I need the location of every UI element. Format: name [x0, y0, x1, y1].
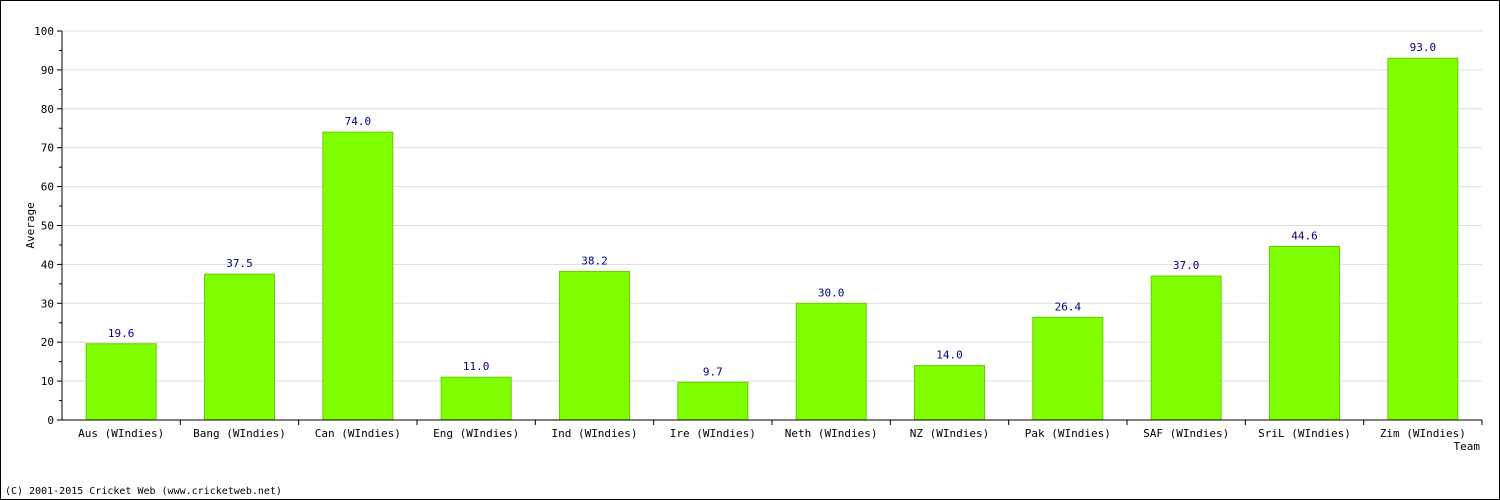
- value-label: 9.7: [703, 365, 723, 378]
- x-tick-label: Ire (WIndies): [670, 427, 756, 440]
- bars: [85, 57, 1459, 421]
- bar: [1387, 57, 1459, 421]
- y-tick-label: 20: [41, 336, 54, 349]
- bar: [795, 302, 867, 421]
- y-tick-label: 30: [41, 297, 54, 310]
- y-tick-label: 70: [41, 142, 54, 155]
- x-tick-label: SAF (WIndies): [1143, 427, 1229, 440]
- bar: [1032, 316, 1104, 421]
- x-tick-label: SriL (WIndies): [1258, 427, 1351, 440]
- value-labels: 19.6 37.5 74.0 11.0 38.2 9.7 30.0 14.0 26.4 37.0 4…: [108, 41, 1436, 378]
- bar: [322, 131, 394, 421]
- y-tick-label: 60: [41, 181, 54, 194]
- value-label: 26.4: [1055, 300, 1082, 313]
- bar: [85, 343, 157, 421]
- value-label: 74.0: [345, 115, 372, 128]
- x-tick-label: Pak (WIndies): [1025, 427, 1111, 440]
- y-tick-label: 100: [34, 25, 54, 38]
- bar: [1269, 246, 1340, 421]
- bar: [677, 381, 749, 421]
- y-tick-label: 10: [41, 375, 54, 388]
- y-tick-label: 90: [41, 64, 54, 77]
- x-tick-label: Neth (WIndies): [785, 427, 878, 440]
- y-tick-label: 0: [47, 414, 54, 427]
- value-label: 19.6: [108, 327, 135, 340]
- x-tick-label: NZ (WIndies): [910, 427, 989, 440]
- x-axis-title: Team: [1454, 440, 1481, 453]
- value-label: 14.0: [936, 349, 963, 362]
- x-tick-label: Can (WIndies): [315, 427, 401, 440]
- x-tick-label: Eng (WIndies): [433, 427, 519, 440]
- value-label: 37.5: [226, 257, 253, 270]
- y-tick-label: 40: [41, 258, 54, 271]
- y-axis-ticks: 0 10 20 30 40 50 60 70 80 90 100: [34, 25, 62, 427]
- value-label: 38.2: [581, 254, 608, 267]
- x-tick-label: Zim (WIndies): [1380, 427, 1466, 440]
- x-tick-label: Aus (WIndies): [78, 427, 164, 440]
- bar: [1150, 275, 1222, 421]
- x-tick-label: Ind (WIndies): [551, 427, 637, 440]
- value-label: 44.6: [1291, 230, 1318, 243]
- x-axis-ticks: Aus (WIndies) Bang (WIndies) Can (WIndies)…: [78, 420, 1483, 440]
- value-label: 37.0: [1173, 259, 1200, 272]
- y-axis-title: Average: [24, 202, 37, 248]
- x-tick-label: Bang (WIndies): [193, 427, 286, 440]
- value-label: 30.0: [818, 286, 845, 299]
- value-label: 93.0: [1410, 41, 1437, 54]
- bar: [559, 270, 630, 421]
- copyright-footer: (C) 2001-2015 Cricket Web (www.cricketwe…: [5, 486, 282, 497]
- bar: [440, 376, 512, 421]
- bar: [204, 273, 275, 421]
- y-tick-label: 80: [41, 103, 54, 116]
- y-tick-label: 50: [41, 220, 54, 233]
- grid-lines: [62, 30, 1482, 382]
- value-label: 11.0: [463, 360, 490, 373]
- bar: [914, 365, 985, 421]
